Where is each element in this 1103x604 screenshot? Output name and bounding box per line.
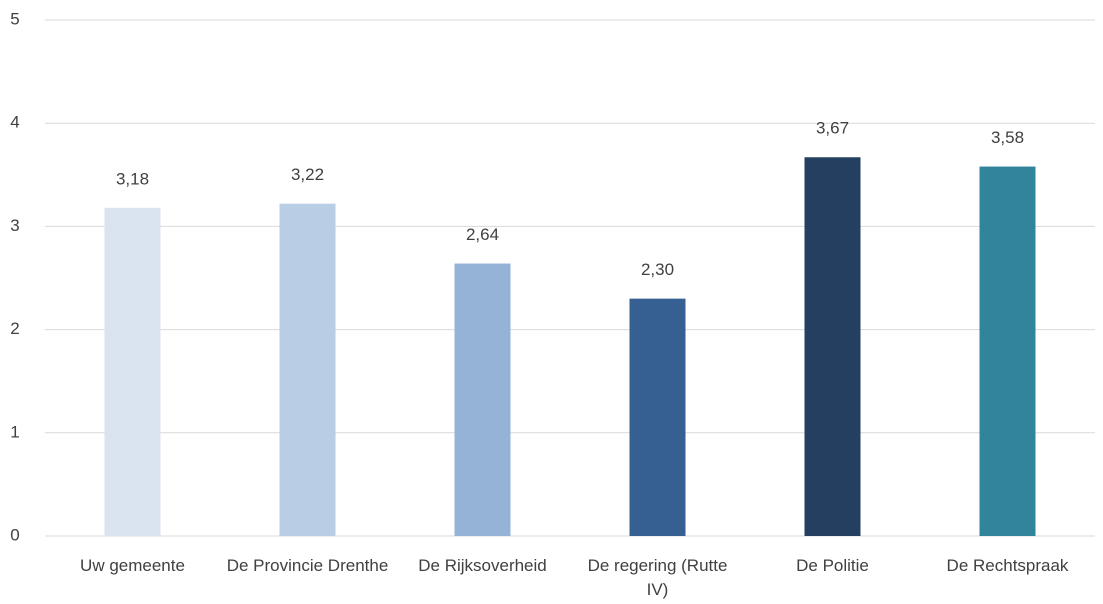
x-tick-label: De Politie: [796, 556, 869, 575]
y-tick-label: 0: [10, 525, 19, 544]
x-tick-label: Uw gemeente: [80, 556, 185, 575]
x-tick-label: De Rechtspraak: [946, 556, 1069, 575]
x-tick-label: De Provincie Drenthe: [226, 556, 389, 575]
value-label: 3,67: [816, 119, 849, 138]
bar: [279, 203, 336, 537]
bar: [979, 166, 1036, 536]
bar: [804, 157, 861, 537]
bar: [454, 263, 511, 536]
x-tick-label: De Rijksoverheid: [418, 556, 547, 575]
y-tick-label: 5: [10, 9, 19, 28]
y-tick-label: 2: [10, 319, 19, 338]
value-label: 3,22: [291, 165, 324, 184]
x-tick-label: De regering (Rutte IV): [587, 556, 728, 599]
bar: [629, 298, 686, 536]
value-label: 3,58: [991, 128, 1024, 147]
value-label: 2,64: [466, 225, 499, 244]
y-tick-label: 3: [10, 216, 19, 235]
value-label: 3,18: [116, 169, 149, 188]
y-tick-label: 1: [10, 422, 19, 441]
bar: [104, 207, 161, 536]
value-label: 2,30: [641, 260, 674, 279]
y-tick-label: 4: [10, 113, 19, 132]
